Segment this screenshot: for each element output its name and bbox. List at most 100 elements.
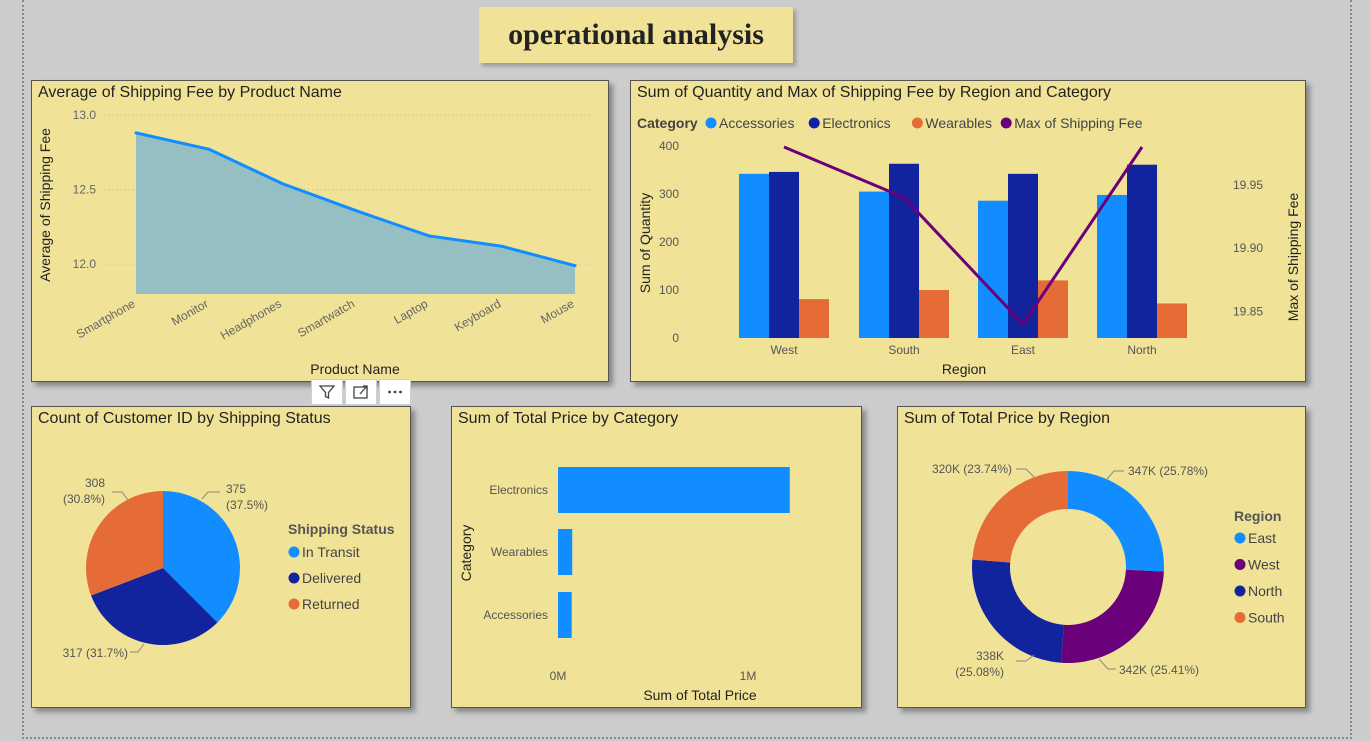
data-point: [427, 234, 431, 238]
legend-marker: [1234, 559, 1246, 570]
area-fill: [136, 132, 575, 294]
x-tick-label: Smartphone: [74, 296, 138, 341]
bar: [558, 529, 573, 575]
x-tick-label: Keyboard: [452, 296, 503, 334]
x-axis-title: Region: [942, 361, 986, 377]
shipping-fee-by-product-card[interactable]: Average of Shipping Fee by Product Name …: [31, 80, 609, 382]
legend-label: Returned: [302, 596, 360, 612]
canvas-frame: [22, 0, 1352, 739]
x-tick-label: North: [1127, 343, 1156, 357]
legend-label: Accessories: [719, 115, 794, 131]
donut-chart: 347K (25.78%) 342K (25.41%) 338K (25.08%) 32…: [932, 462, 1285, 679]
y-axis-title: Category: [458, 525, 474, 582]
y2-tick-label: 19.90: [1233, 241, 1263, 255]
data-label: (37.5%): [226, 498, 268, 512]
bar: [558, 592, 572, 638]
chart-title: Sum of Total Price by Region: [904, 410, 1111, 427]
chart-title: Sum of Quantity and Max of Shipping Fee …: [637, 84, 1112, 101]
customer-by-status-card[interactable]: Count of Customer ID by Shipping Status …: [31, 406, 411, 708]
data-label: 320K (23.74%): [932, 462, 1012, 476]
x-tick-label: 0M: [550, 669, 567, 683]
x-tick-label: 1M: [740, 669, 757, 683]
x-tick-label: West: [770, 343, 798, 357]
legend-label: Delivered: [302, 570, 361, 586]
legend-marker: [288, 598, 300, 610]
combo-chart: Category Accessories Electronics Wearables M…: [637, 115, 1301, 377]
focus-mode-icon[interactable]: [345, 379, 377, 405]
y2-tick-label: 19.95: [1233, 178, 1263, 192]
data-point: [134, 131, 138, 135]
y-tick-label: 0: [672, 331, 679, 345]
y-tick-label: 12.0: [73, 257, 97, 271]
bar: [558, 467, 790, 513]
x-axis-title: Product Name: [310, 361, 400, 377]
legend-marker: [1234, 532, 1246, 544]
y-tick-label: 300: [659, 187, 679, 201]
area-chart: 13.0 12.5 12.0 Smartphone Monitor Headphones S…: [37, 108, 592, 377]
bar: [1097, 194, 1127, 338]
leader-line: [1016, 654, 1035, 662]
chart-title: Average of Shipping Fee by Product Name: [38, 84, 342, 101]
data-label: 317 (31.7%): [63, 646, 128, 660]
x-axis-title: Sum of Total Price: [643, 687, 757, 703]
price-by-category-card[interactable]: Sum of Total Price by Category Electroni…: [451, 406, 862, 708]
bar: [1127, 164, 1157, 338]
bar: [978, 200, 1008, 338]
pie-slice: [91, 568, 218, 645]
legend-label: In Transit: [302, 544, 360, 560]
leader-line: [201, 491, 220, 500]
y-tick-label: Accessories: [483, 608, 548, 622]
filter-icon[interactable]: [311, 379, 343, 405]
leader-line: [130, 643, 145, 653]
legend-marker: [1234, 585, 1246, 597]
y-tick-label: Electronics: [489, 483, 548, 497]
data-label: 375: [226, 482, 246, 496]
bar: [859, 191, 889, 338]
legend-marker: [1000, 117, 1012, 129]
legend-marker: [911, 117, 923, 129]
leader-line: [1098, 658, 1116, 670]
visual-toolbar: [311, 379, 411, 405]
data-point: [500, 244, 504, 248]
x-tick-label: Mouse: [538, 296, 576, 326]
y-tick-label: 13.0: [73, 108, 97, 122]
donut-slice: [972, 559, 1064, 663]
data-label: 308: [85, 476, 105, 490]
bar: [799, 299, 829, 338]
x-tick-label: Monitor: [169, 296, 211, 328]
pie-chart: 375 (37.5%) 317 (31.7%) 308 (30.8%) Shipping …: [63, 476, 395, 660]
price-by-region-card[interactable]: Sum of Total Price by Region 347K (25.78…: [897, 406, 1306, 708]
pie-slice: [163, 491, 240, 623]
x-tick-label: Smartwatch: [295, 296, 357, 340]
legend-title: Region: [1234, 508, 1281, 524]
data-label: 342K (25.41%): [1119, 663, 1199, 677]
quantity-fee-by-region-card[interactable]: Sum of Quantity and Max of Shipping Fee …: [630, 80, 1306, 382]
y-axis-title: Average of Shipping Fee: [37, 128, 53, 282]
bar: [919, 290, 949, 338]
donut-slice: [972, 471, 1068, 563]
y-tick-label: 12.5: [73, 183, 97, 197]
y-tick-label: Wearables: [491, 545, 548, 559]
x-tick-label: Headphones: [218, 296, 284, 342]
legend-label: East: [1248, 530, 1276, 546]
data-label: 347K (25.78%): [1128, 464, 1208, 478]
page-title: operational analysis: [479, 7, 793, 63]
bar: [1038, 280, 1068, 338]
max-fee-line: [783, 145, 1144, 327]
legend-marker: [288, 572, 300, 584]
bar: [1157, 303, 1187, 338]
legend-title: Category: [637, 115, 698, 131]
leader-line: [1106, 470, 1124, 480]
y2-tick-label: 19.85: [1233, 304, 1263, 318]
donut-slice: [1061, 569, 1164, 663]
y-axis-title: Sum of Quantity: [637, 193, 653, 293]
data-point: [573, 264, 577, 268]
y-tick-label: 200: [659, 235, 679, 249]
bar: [889, 163, 919, 338]
y-tick-label: 100: [659, 283, 679, 297]
x-tick-label: Laptop: [391, 296, 430, 327]
more-options-icon[interactable]: [379, 379, 411, 405]
legend-label: Max of Shipping Fee: [1014, 115, 1143, 131]
data-point: [354, 208, 357, 212]
legend-label: Electronics: [822, 115, 890, 131]
